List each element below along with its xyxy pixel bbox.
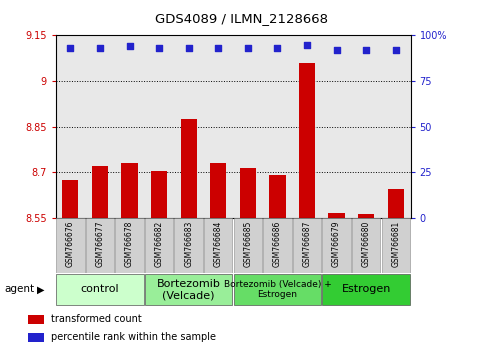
Point [303,42,311,47]
Text: Estrogen: Estrogen [341,284,391,295]
Text: GSM766679: GSM766679 [332,221,341,267]
Bar [328,213,345,218]
Bar [204,218,232,273]
Point [333,47,341,53]
Bar [234,274,321,304]
Point [392,47,399,53]
Point [96,45,104,51]
Point [67,45,74,51]
Bar [56,274,144,304]
Text: GSM766684: GSM766684 [214,221,223,267]
Point [126,44,133,49]
Bar [121,163,138,218]
Text: GSM766683: GSM766683 [184,221,193,267]
Bar [293,218,321,273]
Bar [174,218,203,273]
Text: GSM766685: GSM766685 [243,221,252,267]
Bar [181,119,197,218]
Text: Bortezomib
(Velcade): Bortezomib (Velcade) [157,279,221,300]
Point [185,45,193,51]
Bar [322,218,351,273]
Text: GSM766676: GSM766676 [66,221,75,267]
Bar [263,218,292,273]
Bar [151,171,167,218]
Text: percentile rank within the sample: percentile rank within the sample [51,332,216,342]
Text: control: control [81,284,119,295]
Text: GSM766680: GSM766680 [362,221,370,267]
Text: GSM766687: GSM766687 [302,221,312,267]
Text: ▶: ▶ [37,284,44,295]
Text: GSM766677: GSM766677 [96,221,104,267]
Bar [240,167,256,218]
Bar [358,214,374,218]
Bar [115,218,144,273]
Bar [322,274,410,304]
Bar [85,218,114,273]
Point [362,47,370,53]
Point [244,45,252,51]
Bar [299,63,315,218]
Point [214,45,222,51]
Bar [352,218,381,273]
Bar [28,315,44,324]
Text: GSM766686: GSM766686 [273,221,282,267]
Text: transformed count: transformed count [51,314,142,324]
Bar [28,332,44,342]
Point [155,45,163,51]
Bar [56,218,85,273]
Bar [382,218,410,273]
Bar [145,274,232,304]
Text: GSM766681: GSM766681 [391,221,400,267]
Text: GDS4089 / ILMN_2128668: GDS4089 / ILMN_2128668 [155,12,328,25]
Bar [388,189,404,218]
Bar [234,218,262,273]
Bar [92,166,108,218]
Text: Bortezomib (Velcade) +
Estrogen: Bortezomib (Velcade) + Estrogen [224,280,331,299]
Bar [210,163,227,218]
Text: agent: agent [5,284,35,295]
Point [273,45,281,51]
Bar [62,180,78,218]
Text: GSM766678: GSM766678 [125,221,134,267]
Text: GSM766682: GSM766682 [155,221,164,267]
Bar [270,175,285,218]
Bar [145,218,173,273]
